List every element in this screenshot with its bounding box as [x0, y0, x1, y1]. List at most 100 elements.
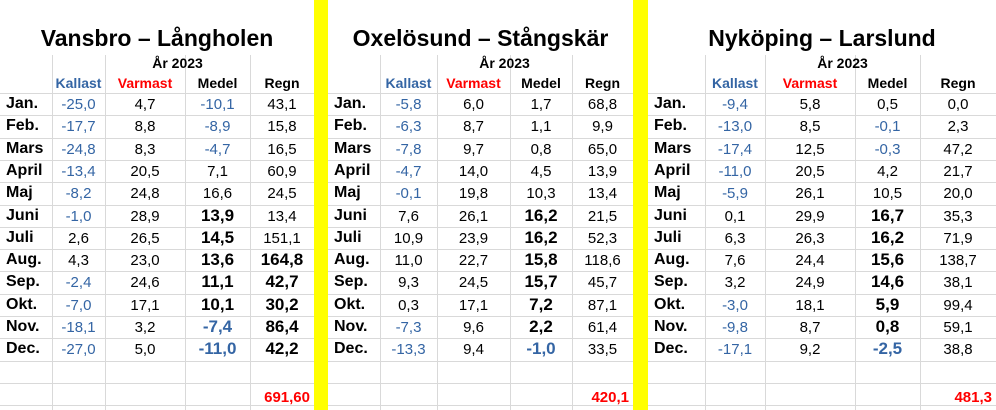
cell-value: 9,2	[799, 340, 821, 358]
month-label: Sep.	[334, 273, 368, 290]
cell-value: 2,3	[947, 117, 969, 135]
grid-line	[648, 271, 996, 272]
grid-line	[0, 361, 314, 362]
cell-value: 42,7	[265, 272, 299, 291]
cell-value: 12,5	[795, 140, 825, 158]
grid-line	[705, 55, 706, 410]
cell-value: 13,6	[200, 250, 235, 269]
cell-value: -13,4	[61, 162, 96, 180]
cell-value: 10,5	[872, 184, 903, 202]
month-label: Maj	[6, 184, 33, 201]
grid-line	[0, 271, 314, 272]
cell-value: 35,3	[943, 207, 973, 225]
cell-value: 13,9	[587, 162, 618, 180]
cell-value: 4,7	[134, 95, 156, 113]
month-label: Dec.	[654, 340, 688, 357]
grid-line	[328, 338, 633, 339]
cell-value: 3,2	[134, 318, 156, 336]
month-label: April	[654, 162, 691, 179]
cell-value: 8,3	[134, 140, 156, 158]
cell-value: -0,1	[395, 184, 422, 202]
cell-value: 0,1	[724, 207, 746, 225]
total-value: 420,1	[591, 388, 629, 406]
cell-value: -8,2	[65, 184, 92, 202]
cell-value: 71,9	[943, 229, 973, 247]
cell-value: -7,3	[395, 318, 422, 336]
column-header: Regn	[940, 75, 976, 91]
cell-value: 2,6	[68, 229, 89, 247]
grid-line	[648, 182, 996, 183]
grid-line	[0, 294, 314, 295]
cell-value: 43,1	[267, 95, 297, 113]
month-label: Sep.	[6, 273, 40, 290]
cell-value: 60,9	[267, 162, 297, 180]
cell-value: 9,4	[463, 340, 484, 358]
cell-value: 16,2	[524, 206, 558, 225]
cell-value: -5,8	[395, 95, 422, 113]
cell-value: 9,3	[398, 273, 419, 291]
cell-value: -25,0	[61, 95, 96, 113]
cell-value: -17,4	[717, 140, 753, 158]
cell-value: 99,4	[943, 296, 973, 314]
grid-line	[648, 338, 996, 339]
cell-value: 1,1	[530, 117, 552, 135]
month-label: April	[334, 162, 371, 179]
grid-line	[437, 55, 438, 410]
cell-value: -24,8	[61, 140, 96, 158]
cell-value: 19,8	[458, 184, 489, 202]
cell-value: 16,6	[202, 184, 233, 202]
cell-value: -10,1	[200, 95, 235, 113]
cell-value: 16,2	[524, 228, 558, 247]
cell-value: -2,5	[872, 339, 903, 358]
cell-value: -7,8	[395, 140, 422, 158]
cell-value: -7,4	[202, 317, 233, 336]
table-title: Vansbro – Långholen	[40, 24, 274, 51]
grid-line	[328, 249, 633, 250]
month-label: Mars	[654, 140, 692, 157]
cell-value: 9,9	[592, 117, 613, 135]
grid-line	[328, 227, 633, 228]
month-label: Jan.	[6, 95, 39, 112]
total-value: 691,60	[264, 388, 310, 406]
grid-line	[0, 316, 314, 317]
table-title: Oxelösund – Stångskär	[352, 24, 609, 51]
cell-value: 23,9	[458, 229, 489, 247]
divider	[314, 0, 328, 410]
cell-value: 45,7	[587, 273, 618, 291]
grid-line	[0, 138, 314, 139]
grid-line	[328, 271, 633, 272]
cell-value: 7,6	[398, 207, 419, 225]
total-value: 481,3	[954, 388, 992, 406]
grid-line	[0, 249, 314, 250]
month-label: Aug.	[654, 251, 690, 268]
cell-value: -17,7	[61, 117, 96, 135]
month-label: Dec.	[6, 340, 40, 357]
table-title: Nyköping – Larslund	[708, 24, 936, 51]
cell-value: 86,4	[265, 317, 299, 336]
cell-value: 65,0	[587, 140, 618, 158]
grid-line	[0, 115, 314, 116]
month-label: Feb.	[654, 117, 687, 134]
cell-value: -0,3	[874, 140, 901, 158]
month-label: April	[6, 162, 43, 179]
month-label: Mars	[6, 140, 44, 157]
cell-value: 20,0	[943, 184, 973, 202]
cell-value: 18,1	[795, 296, 825, 314]
grid-line	[0, 405, 314, 406]
column-header: Varmast	[446, 75, 501, 91]
month-label: Nov.	[334, 318, 368, 335]
month-label: Jan.	[654, 95, 687, 112]
month-label: Sep.	[654, 273, 688, 290]
grid-line	[52, 55, 53, 410]
cell-value: 5,8	[799, 95, 821, 113]
column-header: Kallast	[385, 75, 432, 91]
cell-value: 0,3	[398, 296, 419, 314]
cell-value: 4,3	[68, 251, 89, 269]
grid-line	[380, 55, 381, 410]
cell-value: -27,0	[61, 340, 96, 358]
column-header: Medel	[521, 75, 561, 91]
cell-value: 5,0	[134, 340, 156, 358]
grid-line	[648, 160, 996, 161]
cell-value: 16,5	[267, 140, 297, 158]
grid-line	[920, 55, 921, 410]
